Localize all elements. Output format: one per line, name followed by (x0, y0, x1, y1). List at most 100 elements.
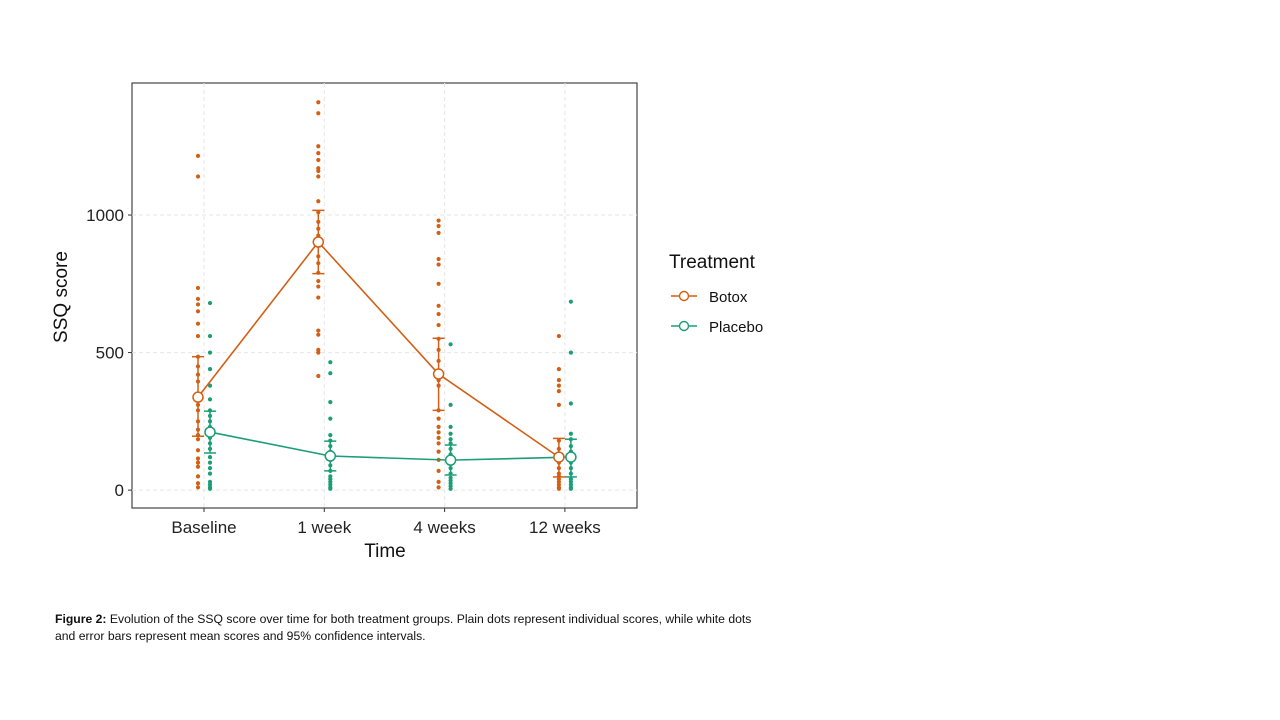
individual-score-point (207, 455, 213, 460)
individual-score-point (316, 284, 321, 289)
individual-score-point (195, 333, 201, 339)
individual-score-point (556, 402, 562, 407)
individual-score-point (436, 441, 441, 446)
individual-score-point (195, 460, 201, 465)
legend-title: Treatment (669, 252, 756, 273)
individual-score-point (436, 262, 441, 267)
individual-score-point (195, 437, 201, 442)
individual-score-point (448, 424, 453, 429)
individual-score-point (207, 466, 213, 471)
mean-marker (192, 391, 204, 403)
individual-score-point (316, 144, 321, 149)
individual-score-point (436, 424, 441, 429)
mean-marker (432, 368, 445, 380)
individual-score-point (207, 397, 213, 402)
individual-score-point (195, 174, 201, 179)
individual-score-point (207, 383, 213, 388)
individual-score-point (195, 302, 201, 307)
individual-score-point (568, 431, 574, 436)
individual-score-point (436, 479, 441, 484)
legend-key-circle (678, 320, 690, 332)
individual-score-point (448, 402, 453, 407)
individual-score-point (436, 449, 441, 454)
individual-score-point (328, 416, 333, 421)
individual-score-point (568, 486, 574, 491)
legend-key-circle (678, 290, 690, 302)
individual-score-point (316, 151, 321, 156)
individual-score-point (328, 486, 333, 491)
individual-score-point (316, 100, 321, 105)
y-tick-label: 500 (96, 344, 124, 363)
x-tick-label: Baseline (171, 518, 236, 537)
data-points (195, 100, 574, 491)
mean-marker (324, 450, 337, 462)
individual-score-point (448, 342, 453, 347)
individual-score-point (195, 456, 201, 461)
individual-score-point (195, 309, 201, 314)
ssq-chart: 0 500 1000 Baseline 1 week 4 weeks 12 weeks S… (51, 82, 763, 562)
legend-label-botox: Botox (709, 289, 748, 306)
individual-score-point (436, 416, 441, 421)
individual-score-point (195, 464, 201, 469)
individual-score-point (316, 328, 321, 333)
individual-score-point (207, 486, 213, 491)
individual-score-point (195, 153, 201, 158)
y-tick-label: 1000 (86, 206, 124, 225)
individual-score-point (316, 278, 321, 284)
individual-score-point (328, 399, 333, 405)
mean-marker (444, 454, 457, 466)
individual-score-point (436, 218, 441, 223)
legend-label-placebo: Placebo (709, 319, 763, 336)
mean-line-segment (438, 373, 560, 458)
individual-score-point (316, 295, 321, 300)
individual-score-point (328, 433, 333, 438)
y-tick-label: 0 (115, 481, 124, 500)
mean-marker (553, 451, 565, 463)
caption-text: Evolution of the SSQ score over time for… (55, 612, 752, 643)
y-axis-label: SSQ score (51, 251, 72, 343)
individual-score-point (195, 481, 201, 486)
x-axis: Baseline 1 week 4 weeks 12 weeks (171, 508, 601, 537)
mean-markers (192, 236, 577, 466)
individual-score-point (328, 360, 333, 365)
individual-score-point (436, 256, 441, 262)
mean-line-segment (450, 456, 571, 461)
individual-score-point (556, 486, 562, 491)
legend-item-placebo: Placebo (671, 319, 763, 336)
individual-score-point (195, 321, 201, 326)
individual-score-point (195, 448, 201, 453)
caption-label: Figure 2: (55, 612, 107, 626)
individual-score-point (207, 366, 213, 372)
individual-score-point (436, 311, 441, 317)
individual-score-point (436, 322, 441, 328)
individual-score-point (316, 168, 321, 174)
legend-item-botox: Botox (671, 289, 748, 306)
individual-score-point (207, 333, 213, 339)
individual-score-point (436, 281, 441, 286)
individual-score-point (316, 373, 321, 379)
x-tick-label: 1 week (297, 518, 351, 537)
individual-score-point (448, 431, 453, 436)
individual-score-point (556, 377, 562, 383)
individual-score-point (207, 350, 213, 355)
mean-line-segment (197, 241, 319, 398)
x-tick-label: 4 weeks (413, 518, 475, 537)
individual-score-point (195, 285, 201, 291)
mean-line-segment (330, 455, 451, 461)
individual-score-point (195, 485, 201, 490)
individual-score-point (195, 296, 201, 302)
individual-score-point (207, 300, 213, 306)
individual-score-point (436, 485, 441, 490)
individual-score-point (436, 430, 441, 435)
mean-line-segment (209, 431, 331, 457)
individual-score-point (436, 223, 441, 229)
individual-score-point (195, 474, 201, 479)
individual-score-point (436, 230, 441, 236)
individual-score-point (448, 437, 453, 442)
individual-score-point (328, 371, 333, 376)
legend: Treatment Botox Placebo (669, 252, 763, 336)
individual-score-point (568, 401, 574, 406)
individual-score-point (436, 303, 441, 308)
individual-score-point (316, 350, 321, 355)
figure-caption: Figure 2: Evolution of the SSQ score ove… (55, 611, 775, 645)
